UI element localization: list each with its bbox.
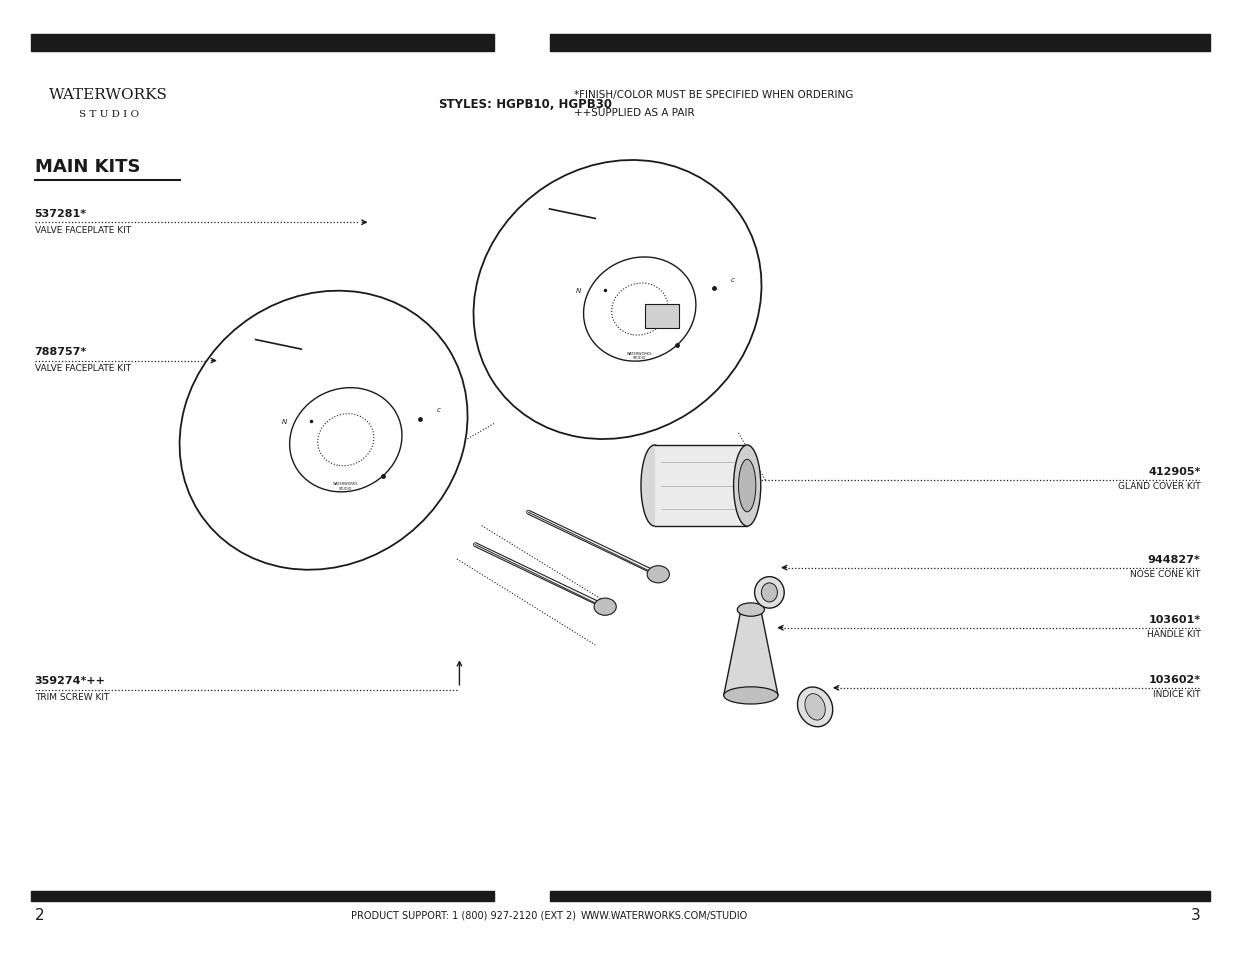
Text: HGPB10, HGPB30: HGPB10, HGPB30 <box>488 98 611 112</box>
Bar <box>31 891 494 901</box>
Ellipse shape <box>739 460 756 513</box>
Ellipse shape <box>737 603 764 617</box>
Ellipse shape <box>473 161 762 439</box>
Text: WATERWORKS
STUDIO: WATERWORKS STUDIO <box>333 481 358 491</box>
Ellipse shape <box>805 694 825 720</box>
Bar <box>550 35 1210 52</box>
Ellipse shape <box>724 687 778 704</box>
Text: STYLES:: STYLES: <box>438 98 493 112</box>
Text: 2: 2 <box>35 907 44 923</box>
Text: 3: 3 <box>1191 907 1200 923</box>
Text: N: N <box>576 288 580 294</box>
Text: 359274*++: 359274*++ <box>35 676 105 685</box>
Ellipse shape <box>179 292 468 570</box>
Text: 944827*: 944827* <box>1147 555 1200 564</box>
Text: VALVE FACEPLATE KIT: VALVE FACEPLATE KIT <box>35 364 131 373</box>
Bar <box>31 35 494 52</box>
Text: 103602*: 103602* <box>1149 675 1200 684</box>
Text: 412905*: 412905* <box>1149 467 1200 476</box>
Text: VALVE FACEPLATE KIT: VALVE FACEPLATE KIT <box>35 226 131 234</box>
Text: ++SUPPLIED AS A PAIR: ++SUPPLIED AS A PAIR <box>574 108 695 117</box>
Text: PRODUCT SUPPORT: 1 (800) 927-2120 (EXT 2): PRODUCT SUPPORT: 1 (800) 927-2120 (EXT 2… <box>351 910 576 920</box>
Text: WATERWORKS: WATERWORKS <box>49 89 168 102</box>
Text: c: c <box>436 407 441 413</box>
Text: *FINISH/COLOR MUST BE SPECIFIED WHEN ORDERING: *FINISH/COLOR MUST BE SPECIFIED WHEN ORD… <box>574 91 853 100</box>
Text: MAIN KITS: MAIN KITS <box>35 158 140 175</box>
Text: S T U D I O: S T U D I O <box>79 110 138 119</box>
Ellipse shape <box>761 583 778 602</box>
Text: 537281*: 537281* <box>35 209 86 218</box>
Text: NOSE CONE KIT: NOSE CONE KIT <box>1130 570 1200 578</box>
Text: WWW.WATERWORKS.COM/STUDIO: WWW.WATERWORKS.COM/STUDIO <box>580 910 747 920</box>
Bar <box>655 446 747 526</box>
Circle shape <box>594 598 616 616</box>
Ellipse shape <box>641 446 668 526</box>
Ellipse shape <box>734 446 761 526</box>
FancyBboxPatch shape <box>645 305 679 329</box>
Polygon shape <box>724 610 778 696</box>
Ellipse shape <box>755 578 784 609</box>
Bar <box>550 891 1210 901</box>
Text: INDICE KIT: INDICE KIT <box>1153 690 1200 699</box>
Text: 788757*: 788757* <box>35 347 86 356</box>
Text: HANDLE KIT: HANDLE KIT <box>1146 630 1200 639</box>
Text: c: c <box>730 276 735 282</box>
Text: GLAND COVER KIT: GLAND COVER KIT <box>1118 482 1200 491</box>
Text: TRIM SCREW KIT: TRIM SCREW KIT <box>35 693 109 701</box>
Text: WATERWORKS
STUDIO: WATERWORKS STUDIO <box>627 351 652 360</box>
Ellipse shape <box>798 687 832 727</box>
Text: 103601*: 103601* <box>1149 615 1200 624</box>
Circle shape <box>647 566 669 583</box>
Text: N: N <box>282 418 287 424</box>
